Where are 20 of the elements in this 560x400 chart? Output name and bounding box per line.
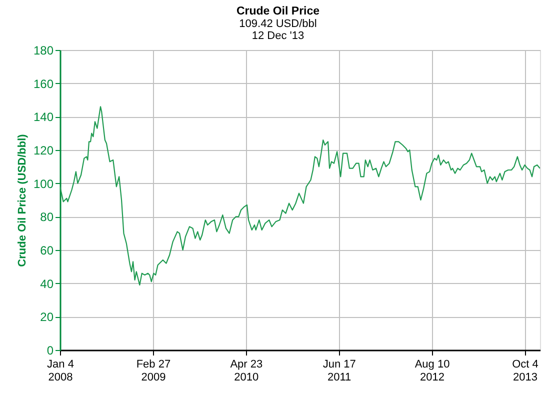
- y-tick-label: 0: [46, 344, 54, 358]
- y-tick-label: 160: [33, 76, 54, 91]
- x-tick-label: Jan 4 2008: [47, 358, 74, 384]
- x-tick-label: Jun 17 2011: [322, 358, 356, 384]
- y-tick-label: 40: [40, 276, 54, 291]
- y-tick-label: 140: [33, 110, 54, 124]
- y-tick-label: 180: [33, 44, 54, 58]
- line-series: [60, 106, 540, 286]
- x-tick-label: Apr 23 2010: [230, 358, 263, 384]
- y-tick-label: 20: [40, 310, 54, 324]
- x-tick-label: Feb 27 2009: [136, 358, 171, 384]
- x-tick-label: Oct 4 2013: [512, 358, 538, 384]
- x-tick-label: Aug 10 2012: [414, 358, 450, 384]
- y-tick-label: 80: [40, 210, 54, 224]
- y-tick-label: 100: [33, 176, 54, 191]
- chart-title: Crude Oil Price: [236, 6, 320, 18]
- y-tick-label: 60: [40, 244, 54, 258]
- chart-subtitle: 109.42 USD/bbl 12 Dec '13: [239, 18, 317, 42]
- y-tick-label: 120: [33, 144, 54, 158]
- y-axis-title: Crude Oil Price (USD/bbl): [16, 134, 28, 267]
